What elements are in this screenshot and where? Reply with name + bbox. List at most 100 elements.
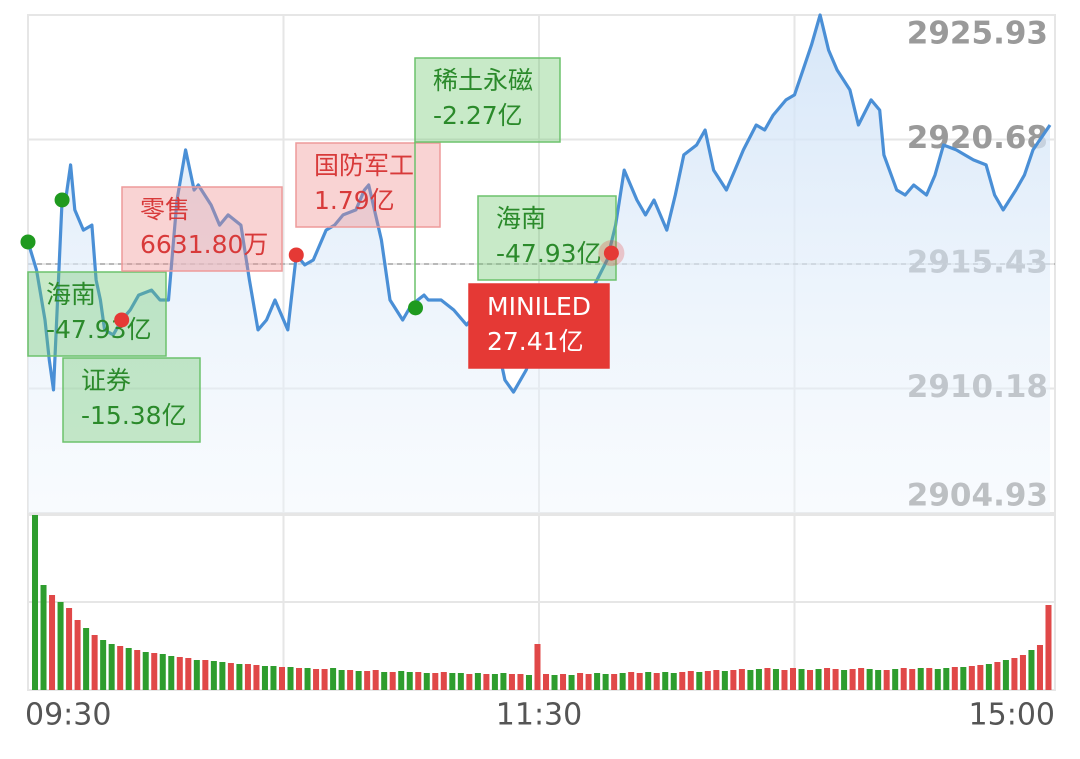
volume-bar [721, 671, 728, 690]
volume-bar [917, 668, 924, 690]
volume-bar [483, 674, 490, 690]
volume-bar [91, 635, 98, 690]
annotation-title: 零售 [140, 195, 190, 224]
volume-bar [466, 674, 473, 690]
volume-bar [730, 670, 737, 690]
event-marker [54, 192, 70, 208]
event-marker [288, 247, 304, 263]
volume-bar [474, 673, 481, 690]
annotation-box [121, 186, 283, 272]
volume-bar [670, 673, 677, 690]
annotation-box [477, 195, 617, 281]
volume-bar [628, 672, 635, 690]
volume-bar [415, 672, 422, 690]
volume-bar [525, 675, 532, 690]
volume-bar [134, 650, 141, 690]
volume-bar [832, 669, 839, 690]
annotation: 稀土永磁 -2.27亿 [414, 57, 561, 308]
volume-bar [704, 671, 711, 690]
volume-bar [74, 620, 81, 690]
volume-bar [40, 585, 47, 690]
volume-bar [236, 664, 243, 690]
volume-bar [645, 672, 652, 690]
x-tick-label: 09:30 [25, 698, 111, 733]
annotation: MINILED 27.41亿 [468, 283, 610, 369]
annotation-amount: -47.93亿 [46, 315, 152, 344]
volume-bar [653, 673, 660, 690]
volume-bar [168, 656, 175, 690]
volume-bar [1002, 660, 1009, 690]
annotation-title: MINILED [487, 292, 591, 321]
volume-bar [798, 669, 805, 690]
volume-bar [100, 640, 107, 690]
volume-bar [347, 670, 354, 690]
volume-bar [696, 672, 703, 690]
volume-bar [159, 654, 166, 690]
volume-bar [568, 675, 575, 690]
volume-bar [858, 668, 865, 690]
volume-bar [389, 672, 396, 690]
volume-bar [1036, 645, 1043, 690]
volume-bar [296, 668, 303, 690]
volume-bar [747, 670, 754, 690]
volume-bar [202, 660, 209, 690]
volume-bar [355, 671, 362, 690]
volume-bar [534, 644, 541, 690]
volume-bar [491, 674, 498, 690]
volume-bar [508, 674, 515, 690]
annotation-amount: 1.79亿 [314, 186, 395, 215]
volume-bar [951, 667, 958, 690]
volume-bar [619, 673, 626, 690]
volume-bar [338, 670, 345, 690]
volume-bar [543, 674, 550, 690]
volume-bar [117, 646, 124, 690]
volume-bar [32, 515, 39, 690]
annotation-box [62, 357, 201, 443]
volume-bar [824, 668, 831, 690]
annotation: 证券 -15.38亿 [62, 357, 201, 443]
event-marker [603, 245, 619, 261]
annotation: 国防军工 1.79亿 [295, 142, 441, 228]
volume-bar [789, 668, 796, 690]
annotation-amount: 27.41亿 [487, 327, 584, 356]
volume-bar [662, 672, 669, 690]
volume-bar [151, 653, 158, 690]
volume-bar [125, 648, 132, 690]
volume-bar [449, 673, 456, 690]
volume-bar [807, 670, 814, 690]
volume-bar [892, 669, 899, 690]
volume-bar [57, 602, 64, 690]
volume-bar [423, 673, 430, 690]
volume-bar [1045, 605, 1052, 690]
volume-bar [330, 668, 337, 690]
volume-bar [142, 652, 149, 690]
volume-bar [875, 670, 882, 690]
volume-bar [772, 669, 779, 690]
volume-bar [994, 662, 1001, 690]
volume-bar [926, 668, 933, 690]
annotation-box [468, 283, 610, 369]
volume-bar [985, 664, 992, 690]
volume-bar [560, 674, 567, 690]
volume-bar [406, 672, 413, 690]
volume-bar [66, 608, 73, 690]
annotation-amount: -2.27亿 [433, 101, 523, 130]
volume-bar [287, 667, 294, 690]
annotation-title: 海南 [46, 280, 96, 309]
volume-bar [83, 628, 90, 690]
event-marker [408, 300, 424, 316]
volume-bar [713, 670, 720, 690]
annotation: 海南 -47.93亿 [27, 271, 167, 357]
annotation: 零售 6631.80万 [121, 186, 283, 272]
volume-bar [602, 674, 609, 690]
volume-bar [517, 674, 524, 690]
volume-bar [636, 673, 643, 690]
volume-bar [1028, 650, 1035, 690]
volume-bar [764, 668, 771, 690]
volume-bar [738, 669, 745, 690]
annotation-box [295, 142, 441, 228]
volume-bar [594, 673, 601, 690]
volume-bar [185, 658, 192, 690]
volume-bar [227, 663, 234, 690]
